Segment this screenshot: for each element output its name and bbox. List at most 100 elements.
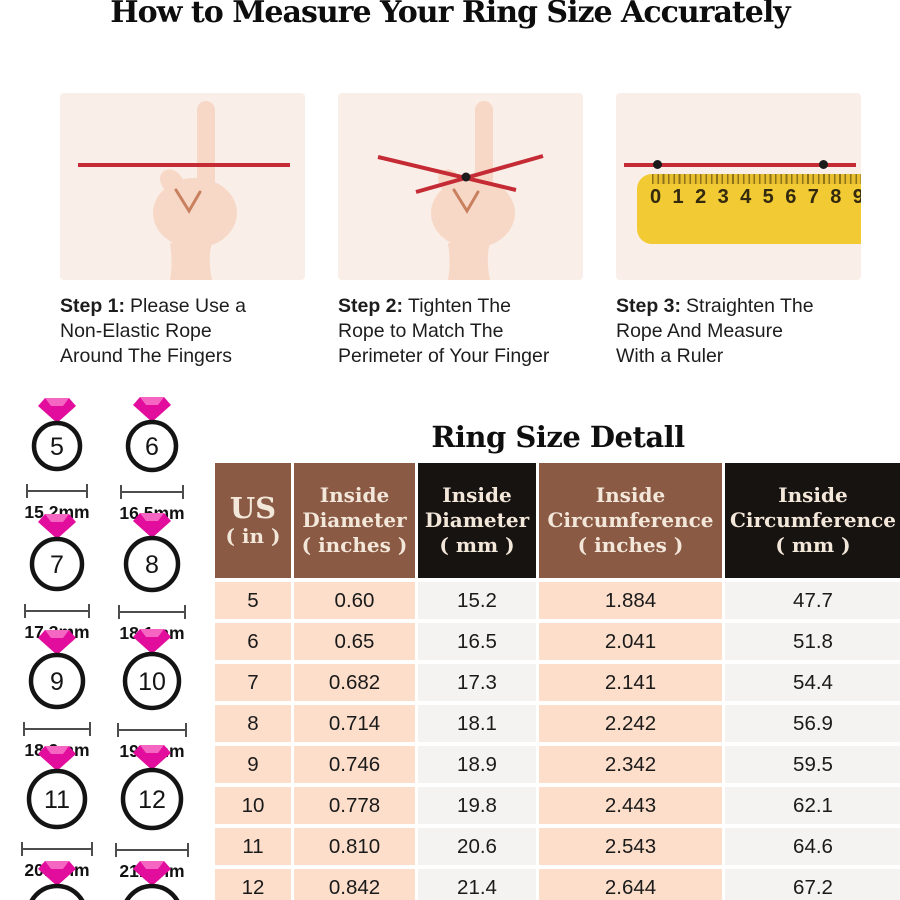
steps-section: Step 1: Please Use a Non-Elastic Rope Aro… [60, 93, 861, 369]
ruler-number: 1 [672, 186, 684, 208]
diamond-icon [38, 746, 76, 771]
header-line: ( inches ) [301, 533, 408, 557]
table-cell: 19.8 [418, 787, 536, 824]
table-title: Ring Size Detall [431, 420, 685, 454]
hand-icon [153, 101, 237, 280]
step2-panel: Step 2: Tighten The Rope to Match The Per… [338, 93, 583, 369]
ring-band [26, 768, 88, 830]
ring-illustration: 12 [120, 745, 184, 831]
ruler-number: 7 [807, 186, 819, 208]
hand-with-rope-illustration [78, 101, 290, 280]
diameter-bracket [26, 484, 88, 498]
table-cell: 17.3 [418, 664, 536, 701]
table-cell: 0.842 [294, 869, 415, 900]
ring-illustration: 9 [28, 630, 86, 710]
diamond-icon [38, 398, 76, 423]
table-cell: 21.4 [418, 869, 536, 900]
header-line: Diameter [424, 508, 530, 532]
diamond-icon [133, 745, 171, 770]
diameter-bracket [24, 604, 90, 618]
header-line: Inside [319, 483, 390, 507]
step2-image [338, 93, 583, 280]
header-line: ( inches ) [577, 533, 684, 557]
diameter-bracket [21, 842, 93, 856]
diamond-icon [133, 629, 171, 654]
straightened-rope-icon [624, 163, 856, 167]
ring-size-number: 10 [138, 668, 166, 696]
diamond-facet [45, 746, 69, 754]
table-cell: 7 [215, 664, 291, 701]
rope-end-dot [819, 160, 828, 169]
table-cell: 62.1 [725, 787, 900, 824]
ring-size-number: 5 [50, 433, 64, 461]
ring-size-number: 8 [145, 551, 159, 579]
rope-start-dot [653, 160, 662, 169]
step2-text: Tighten The Rope to Match The Perimeter … [338, 295, 550, 367]
ring-item [0, 858, 117, 900]
ring-size-chart: 515.2mm616.5mm717.3mm818.1mm918.9mm1019.… [0, 397, 212, 900]
table-cell: 10 [215, 787, 291, 824]
ruler-ticks [652, 174, 861, 184]
table-cell: 8 [215, 705, 291, 742]
header-cell: Inside Diameter( mm ) [418, 463, 536, 578]
header-cell: Inside Circumference( mm ) [725, 463, 900, 578]
table-cell: 20.6 [418, 828, 536, 865]
ring-band [31, 420, 83, 472]
step1-text: Please Use a Non-Elastic Rope Around The… [60, 295, 246, 367]
table-cell: 15.2 [418, 582, 536, 619]
table-cell: 2.141 [539, 664, 722, 701]
step2-caption: Step 2: Tighten The Rope to Match The Per… [338, 294, 590, 369]
table-cell: 59.5 [725, 746, 900, 783]
header-line: Circumference [730, 508, 896, 532]
header-cell: Inside Diameter( inches ) [294, 463, 415, 578]
header-line: ( mm ) [775, 533, 851, 557]
step2-label: Step 2: [338, 295, 404, 317]
rope-line-icon [78, 163, 290, 167]
step1-label: Step 1: [60, 295, 126, 317]
ruler-number: 4 [740, 186, 752, 208]
diamond-facet [140, 629, 164, 637]
table-cell: 0.810 [294, 828, 415, 865]
diamond-facet [45, 398, 69, 406]
ruler-number: 0 [650, 186, 662, 208]
table-cell: 47.7 [725, 582, 900, 619]
page-title: How to Measure Your Ring Size Accurately [110, 0, 790, 30]
header-line: ( in ) [225, 524, 281, 548]
ruler-number: 8 [830, 186, 842, 208]
table-cell: 0.714 [294, 705, 415, 742]
diamond-icon [38, 861, 76, 886]
diamond-icon [38, 514, 76, 539]
ring-band [29, 883, 85, 900]
table-cell: 0.746 [294, 746, 415, 783]
ring-size-number: 6 [145, 433, 159, 461]
ring-band [125, 419, 179, 473]
step3-caption: Step 3: Straighten The Rope And Measure W… [616, 294, 868, 369]
ring-band [120, 767, 184, 831]
table-cell: 56.9 [725, 705, 900, 742]
header-line: Inside [442, 483, 512, 507]
rope-knot-dot [461, 172, 471, 182]
table-cell: 2.041 [539, 623, 722, 660]
step3-text: Straighten The Rope And Measure With a R… [616, 295, 814, 367]
ring-illustration [124, 861, 180, 900]
table-cell: 2.543 [539, 828, 722, 865]
table-cell: 12 [215, 869, 291, 900]
ring-item: 818.1mm [92, 510, 212, 644]
table-cell: 2.242 [539, 705, 722, 742]
table-cell: 2.644 [539, 869, 722, 900]
ring-illustration: 10 [122, 629, 182, 711]
diamond-facet [140, 397, 164, 405]
diamond-facet [140, 513, 164, 521]
diameter-bracket [120, 485, 184, 499]
table-cell: 0.60 [294, 582, 415, 619]
table-cell: 9 [215, 746, 291, 783]
ring-band [29, 536, 85, 592]
table-cell: 5 [215, 582, 291, 619]
hand-icon [431, 101, 515, 280]
ring-illustration: 6 [125, 397, 179, 473]
